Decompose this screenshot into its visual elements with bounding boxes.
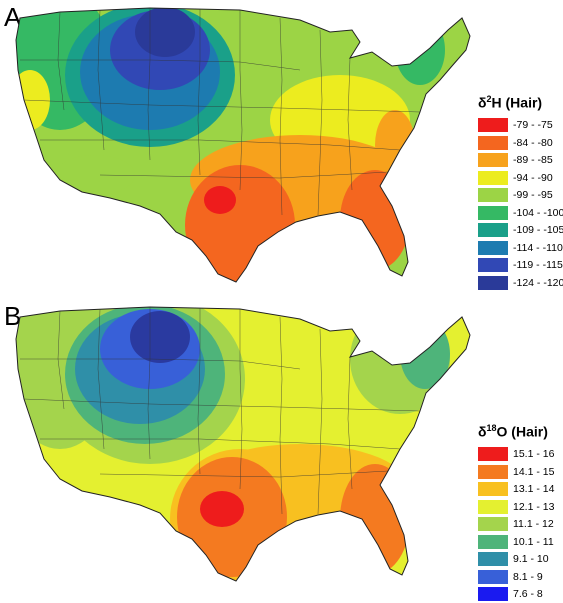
legend-swatch bbox=[478, 552, 508, 567]
legend-item: -94 - -90 bbox=[478, 169, 563, 187]
legend-item: -89 - -85 bbox=[478, 152, 563, 170]
legend-swatch bbox=[478, 447, 508, 462]
us-map-d2h bbox=[15, 7, 471, 283]
legend-label: -99 - -95 bbox=[513, 189, 553, 202]
us-map-d18o bbox=[15, 306, 471, 582]
legend-item: -119 - -115 8 bbox=[478, 257, 563, 275]
legend-item: -84 - -80 bbox=[478, 134, 563, 152]
legend-item: -109 - -1058 bbox=[478, 222, 563, 240]
legend-label: 13.1 - 14 bbox=[513, 483, 555, 496]
legend-d18o: δ18O (Hair) 15.1 - 16 14.1 - 15 13.1 - 1… bbox=[478, 423, 554, 603]
legend-label: -114 - -110 0 bbox=[513, 241, 563, 254]
legend-swatch bbox=[478, 569, 508, 584]
legend-title-superscript: 18 bbox=[486, 423, 497, 433]
legend-title-delta: δ bbox=[478, 423, 487, 440]
legend-swatch bbox=[478, 499, 508, 514]
panel-label: A bbox=[4, 2, 22, 32]
legend-label: -119 - -115 8 bbox=[513, 259, 563, 272]
legend-label: 8.1 - 9 bbox=[513, 570, 543, 583]
legend-label: -89 - -85 bbox=[513, 154, 553, 167]
legend-swatch bbox=[478, 587, 508, 602]
legend-label: -94 - -90 bbox=[513, 171, 553, 184]
legend-label: 9.1 - 10 bbox=[513, 553, 549, 566]
legend-d2h: δ2H (Hair) -79 - -75 -84 - -80 -89 - -85… bbox=[478, 94, 563, 292]
legend-swatch bbox=[478, 534, 508, 549]
legend-swatch bbox=[478, 482, 508, 497]
legend-swatch bbox=[478, 118, 508, 133]
legend-title-text: O (Hair) bbox=[496, 423, 548, 440]
legend-swatch bbox=[478, 223, 508, 238]
legend-label: 12.1 - 13 bbox=[513, 500, 555, 513]
legend-label: -79 - -75 bbox=[513, 119, 553, 132]
legend-swatch bbox=[478, 188, 508, 203]
legend-item: -114 - -110 0 bbox=[478, 239, 563, 257]
legend-item: 10.1 - 11 bbox=[478, 533, 554, 551]
legend-label: 7.6 - 8 bbox=[513, 588, 543, 601]
legend-item: -124 - -1200 bbox=[478, 274, 563, 292]
legend-item: 7.6 - 8 bbox=[478, 586, 554, 603]
panel-label: B bbox=[4, 301, 22, 331]
panel-a: A bbox=[0, 0, 563, 299]
legend-label: 14.1 - 15 bbox=[513, 465, 555, 478]
legend-title: δ2H (Hair) bbox=[478, 94, 563, 111]
legend-item: 13.1 - 14 bbox=[478, 481, 554, 499]
legend-label: 11.1 - 12 bbox=[513, 518, 554, 531]
legend-label: -84 - -80 bbox=[513, 136, 553, 149]
legend-swatch bbox=[478, 258, 508, 273]
legend-label: 15.1 - 16 bbox=[513, 448, 555, 461]
legend-item: -104 - -1000 bbox=[478, 204, 563, 222]
legend-label: -104 - -1000 bbox=[513, 206, 563, 219]
legend-item: 11.1 - 12 bbox=[478, 516, 554, 534]
panel-b: B bbox=[0, 299, 563, 602]
legend-title-superscript: 2 bbox=[486, 94, 492, 104]
legend-swatch bbox=[478, 464, 508, 479]
legend-swatch bbox=[478, 153, 508, 168]
legend-item: 8.1 - 9 bbox=[478, 568, 554, 586]
legend-title-text: H (Hair) bbox=[491, 94, 543, 111]
legend-label: -124 - -1200 bbox=[513, 276, 563, 289]
legend-swatch bbox=[478, 205, 508, 220]
legend-swatch bbox=[478, 240, 508, 255]
legend-item: 15.1 - 16 bbox=[478, 446, 554, 464]
legend-item: -99 - -95 bbox=[478, 187, 563, 205]
legend-title: δ18O (Hair) bbox=[478, 423, 554, 440]
legend-label: 10.1 - 11 bbox=[513, 535, 554, 548]
legend-item: 12.1 - 13 bbox=[478, 498, 554, 516]
legend-swatch bbox=[478, 517, 508, 532]
legend-item: -79 - -75 bbox=[478, 117, 563, 135]
legend-item: 14.1 - 15 bbox=[478, 463, 554, 481]
legend-label: -109 - -1058 bbox=[513, 224, 563, 237]
legend-swatch bbox=[478, 275, 508, 290]
legend-swatch bbox=[478, 170, 508, 185]
legend-title-delta: δ bbox=[478, 94, 487, 111]
legend-swatch bbox=[478, 135, 508, 150]
legend-item: 9.1 - 10 bbox=[478, 551, 554, 569]
